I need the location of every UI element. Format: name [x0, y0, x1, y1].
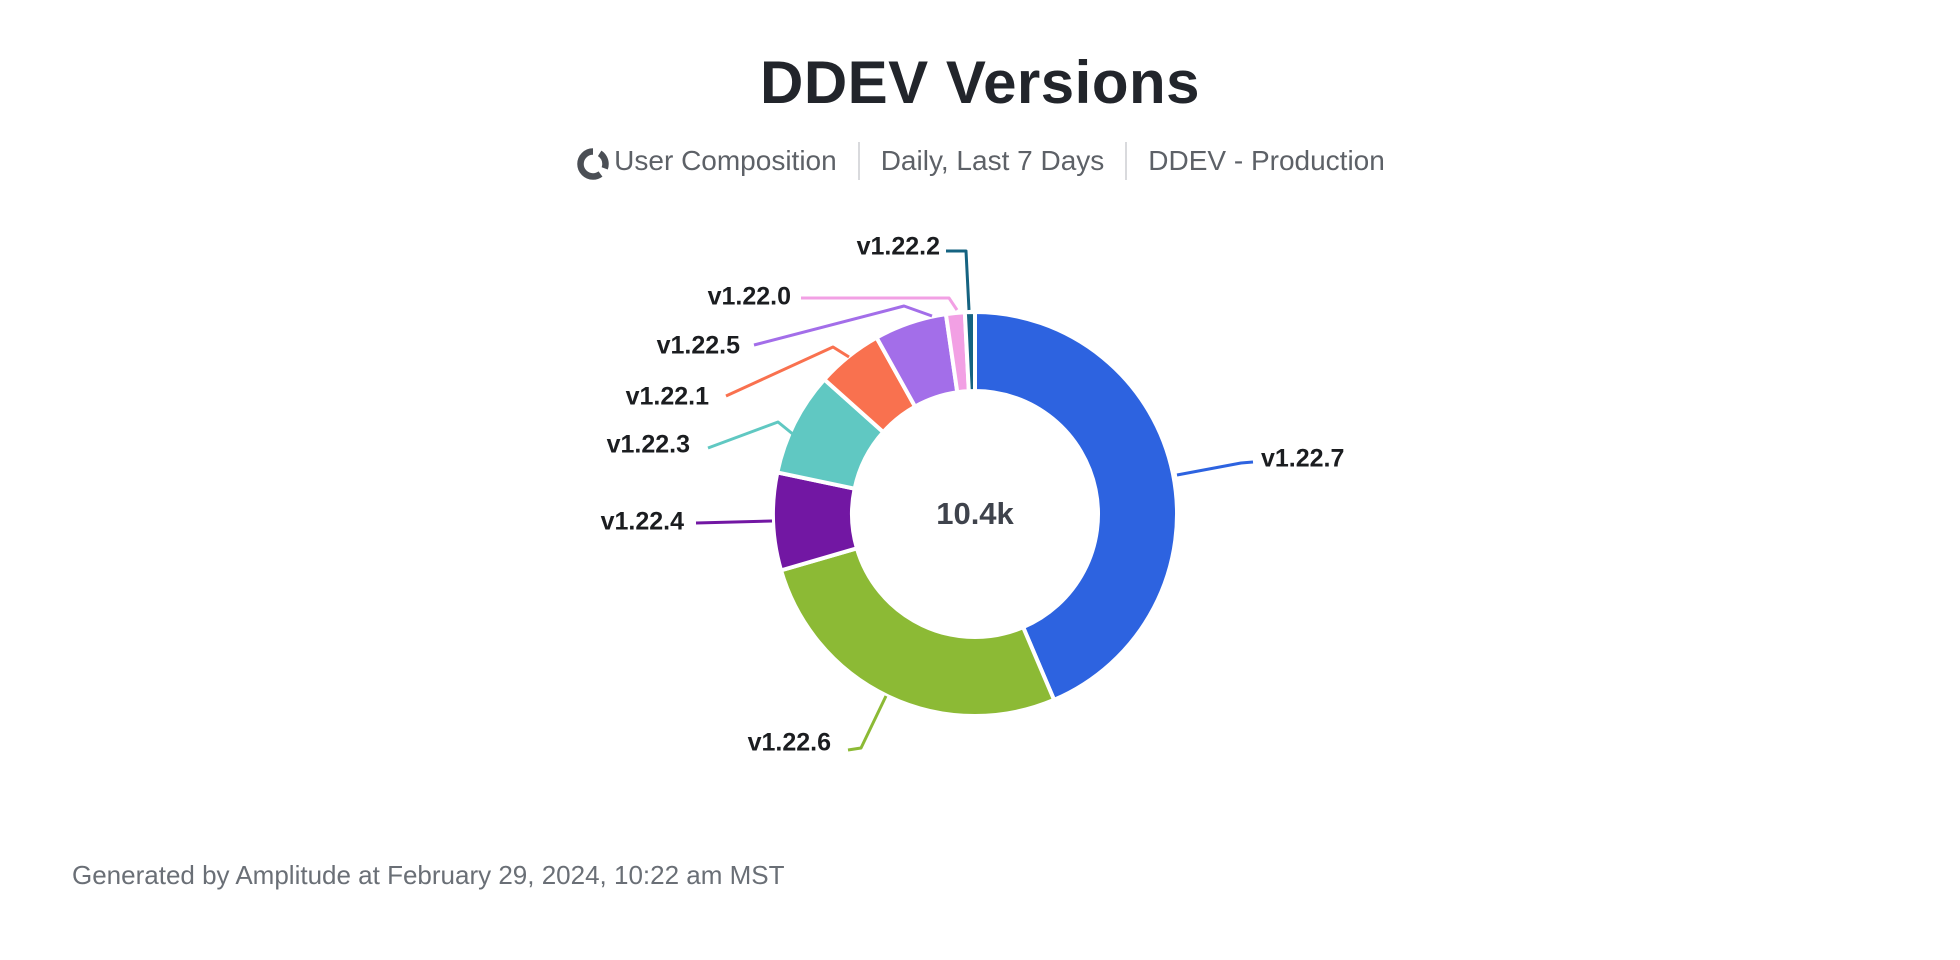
slice-v1.22.5	[874, 312, 960, 409]
slice-v1.22.7	[973, 310, 1180, 702]
slice-label-v1.22.6: v1.22.6	[747, 728, 831, 757]
slice-v1.22.3	[775, 377, 886, 491]
slice-v1.22.2	[962, 310, 977, 394]
subtitle-metric: User Composition	[614, 145, 837, 176]
label-line-v1.22.1	[725, 345, 850, 398]
slice-v1.22.4	[771, 470, 859, 573]
donut-chart-icon	[575, 146, 611, 182]
slice-v1.22.0	[943, 310, 971, 395]
label-line-v1.22.6	[847, 695, 888, 752]
subtitle-project: DDEV - Production	[1148, 145, 1385, 176]
slice-v1.22.6	[779, 546, 1057, 719]
label-line-v1.22.7	[1176, 460, 1254, 477]
slice-label-v1.22.0: v1.22.0	[707, 282, 791, 311]
label-line-v1.22.5	[753, 304, 933, 347]
generated-footer: Generated by Amplitude at February 29, 2…	[72, 860, 785, 890]
label-line-v1.22.0	[801, 296, 959, 311]
label-line-v1.22.2	[946, 249, 971, 311]
subtitle-divider	[1125, 142, 1128, 180]
slice-label-v1.22.5: v1.22.5	[656, 331, 740, 360]
chart-subtitle: User Composition Daily, Last 7 Days DDEV…	[0, 142, 1960, 180]
subtitle-divider	[857, 142, 860, 180]
slice-label-v1.22.7: v1.22.7	[1261, 444, 1345, 473]
page-title: DDEV Versions	[759, 49, 1200, 116]
slice-label-v1.22.1: v1.22.1	[625, 382, 709, 411]
subtitle-interval: Daily, Last 7 Days	[880, 145, 1105, 176]
label-line-v1.22.3	[707, 420, 795, 450]
slice-label-v1.22.4: v1.22.4	[600, 507, 684, 536]
label-line-v1.22.4	[695, 519, 773, 525]
slice-label-v1.22.3: v1.22.3	[606, 430, 690, 459]
slice-label-v1.22.2: v1.22.2	[856, 232, 940, 261]
slice-v1.22.1	[822, 335, 918, 435]
donut-center-total: 10.4k	[936, 496, 1014, 531]
